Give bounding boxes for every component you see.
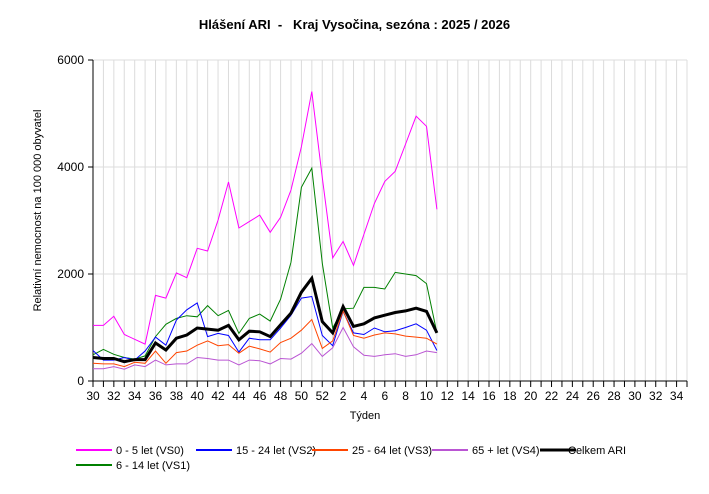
x-tick-label: 40: [191, 389, 205, 403]
legend-label: 6 - 14 let (VS1): [116, 460, 190, 472]
series-line-2: [92, 295, 438, 361]
x-tick-label: 4: [361, 389, 368, 403]
x-tick-label: 18: [503, 389, 517, 403]
x-tick-label: 14: [461, 389, 475, 403]
x-tick-label: 34: [670, 389, 684, 403]
x-tick-label: 22: [545, 389, 559, 403]
x-tick-label: 52: [316, 389, 330, 403]
x-tick-label: 28: [607, 389, 621, 403]
x-tick-label: 36: [149, 389, 163, 403]
x-tick-label: 32: [649, 389, 663, 403]
x-tick-label: 30: [628, 389, 642, 403]
series-line-1: [92, 166, 438, 360]
x-tick-label: 16: [482, 389, 496, 403]
x-tick-label: 26: [587, 389, 601, 403]
y-tick-label: 4000: [57, 160, 84, 174]
x-tick-label: 50: [295, 389, 309, 403]
y-tick-label: 0: [77, 374, 84, 388]
x-tick-label: 30: [86, 389, 100, 403]
x-tick-label: 48: [274, 389, 288, 403]
x-tick-label: 32: [107, 389, 121, 403]
x-tick-label: 2: [340, 389, 347, 403]
legend-label: 0 - 5 let (VS0): [116, 445, 184, 457]
series-line-4: [93, 326, 437, 370]
y-tick-label: 2000: [57, 267, 84, 281]
chart-title: Hlášení ARI - Kraj Vysočina, sezóna : 20…: [198, 17, 511, 32]
x-tick-label: 46: [253, 389, 267, 403]
x-tick-label: 8: [402, 389, 409, 403]
x-tick-label: 42: [211, 389, 225, 403]
x-tick-label: 6: [381, 389, 388, 403]
x-tick-label: 20: [524, 389, 538, 403]
x-tick-label: 44: [232, 389, 246, 403]
series-line-0: [93, 91, 438, 345]
series-line-3: [92, 309, 438, 368]
x-tick-label: 24: [566, 389, 580, 403]
y-tick-label: 6000: [57, 53, 84, 67]
x-tick-label: 10: [420, 389, 434, 403]
x-axis-label: Týden: [350, 410, 381, 422]
series-line-5: [92, 274, 439, 364]
x-tick-label: 34: [128, 389, 142, 403]
x-tick-label: 38: [170, 389, 184, 403]
legend-label: 25 - 64 let (VS3): [352, 445, 432, 457]
legend-label: 65 + let (VS4): [472, 445, 540, 457]
legend-label: Celkem ARI: [568, 445, 626, 457]
legend-label: 15 - 24 let (VS2): [236, 445, 316, 457]
y-axis-label: Relativní nemocnost na 100 000 obyvatel: [32, 110, 44, 312]
x-tick-label: 12: [441, 389, 455, 403]
